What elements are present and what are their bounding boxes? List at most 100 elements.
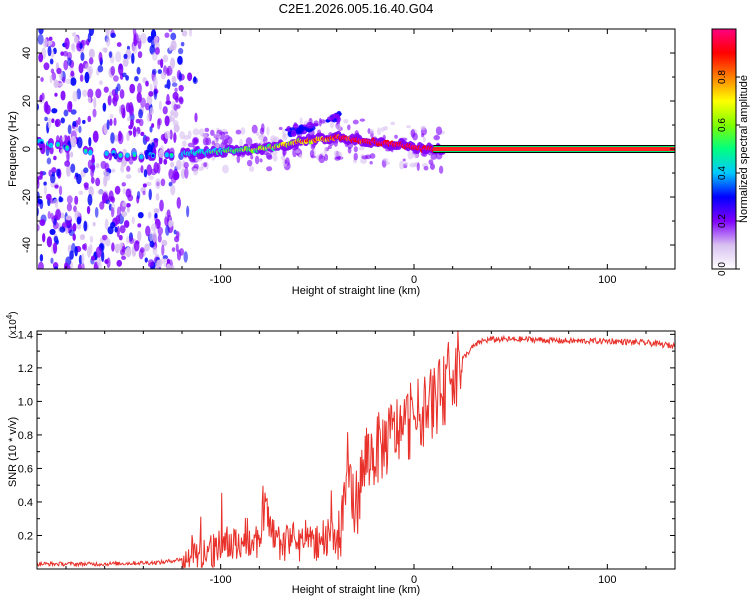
- heatmap-cell: [251, 124, 258, 134]
- heatmap-cell: [150, 168, 157, 176]
- heatmap-cell: [148, 175, 154, 181]
- heatmap-cell: [193, 167, 199, 176]
- heatmap-cell: [142, 183, 147, 188]
- heatmap-cell: [181, 30, 188, 37]
- heatmap-cell: [50, 49, 55, 58]
- heatmap-cell: [66, 203, 73, 212]
- heatmap-cell: [149, 125, 153, 133]
- heatmap-cell: [143, 169, 148, 178]
- spectrogram-xlabel: Height of straight line (km): [292, 285, 420, 297]
- heatmap-cell: [47, 40, 53, 46]
- colorbar: 0.0 0.2 0.4 0.6 0.8 Normalized spectral ampl…: [711, 28, 750, 276]
- heatmap-cell: [226, 136, 233, 145]
- heatmap-cell: [72, 233, 76, 241]
- heatmap-cell: [152, 231, 157, 243]
- heatmap-cell: [194, 112, 198, 123]
- heatmap-cell: [86, 205, 91, 215]
- heatmap-cell: [254, 155, 260, 165]
- heatmap-cell: [422, 136, 426, 143]
- heatmap-cell: [76, 43, 81, 49]
- heatmap-cell: [65, 78, 72, 84]
- heatmap-cell: [50, 173, 56, 184]
- heatmap-cell: [145, 181, 152, 187]
- heatmap-cell: [409, 162, 417, 168]
- heatmap-cell: [154, 213, 158, 219]
- heatmap-cell: [235, 129, 242, 135]
- heatmap-cell: [178, 84, 184, 92]
- heatmap-cell: [140, 32, 147, 44]
- snr-panel: -100 0 100 0.2 0.4 0.6 0.8 1.0 1.2 1.4 Height of …: [5, 311, 676, 596]
- heatmap-cell: [211, 140, 215, 146]
- heatmap-cell: [173, 229, 177, 235]
- heatmap-cell: [126, 235, 130, 244]
- heatmap-cell: [92, 108, 97, 118]
- heatmap-cell: [369, 129, 375, 134]
- heatmap-cell: [133, 154, 136, 158]
- heatmap-cell: [255, 131, 260, 136]
- heatmap-cell: [67, 244, 72, 253]
- heatmap-cell: [50, 257, 54, 264]
- heatmap-cell: [145, 136, 150, 142]
- heatmap-cell: [38, 52, 44, 63]
- heatmap-cell: [37, 224, 40, 232]
- heatmap-cell: [131, 53, 135, 64]
- snr-axes: -100 0 100 0.2 0.4 0.6 0.8 1.0 1.2 1.4: [18, 329, 675, 586]
- heatmap-cell: [126, 116, 131, 122]
- y-tick-label: 0.6: [18, 463, 33, 475]
- heatmap-cell: [140, 131, 145, 137]
- heatmap-cell: [76, 216, 82, 225]
- heatmap-cell: [318, 155, 326, 164]
- heatmap-cell: [109, 118, 113, 126]
- heatmap-cell: [145, 225, 151, 237]
- heatmap-cell: [266, 154, 273, 160]
- heatmap-cell: [249, 165, 255, 172]
- heatmap-cell: [97, 262, 103, 269]
- heatmap-cell: [54, 118, 61, 128]
- heatmap-cell: [59, 226, 66, 233]
- heatmap-cell: [51, 118, 55, 123]
- heatmap-cell: [49, 228, 56, 236]
- heatmap-cell: [83, 167, 89, 174]
- heatmap-cell: [74, 126, 79, 132]
- heatmap-cell: [49, 75, 53, 84]
- heatmap-cell: [90, 176, 95, 184]
- heatmap-cell: [309, 149, 315, 158]
- heatmap-cell: [55, 208, 61, 221]
- heatmap-cell: [120, 104, 126, 115]
- heatmap-cell: [87, 96, 92, 103]
- heatmap-cell: [203, 162, 208, 168]
- y-tick-label: 0.2: [18, 530, 33, 542]
- heatmap-cell: [39, 199, 44, 210]
- snr-frame: [36, 330, 676, 570]
- heatmap-cell: [210, 129, 215, 136]
- spectrogram-ylabel: Frequency (Hz): [7, 111, 19, 187]
- heatmap-cell: [429, 163, 435, 171]
- heatmap-cell: [380, 126, 385, 132]
- heatmap-cell: [153, 76, 158, 89]
- heatmap-cell: [134, 75, 139, 82]
- heatmap-cell: [438, 165, 444, 174]
- heatmap-cell: [170, 174, 177, 184]
- heatmap-cell: [43, 181, 47, 186]
- x-tick-label: 100: [598, 574, 616, 586]
- heatmap-cell: [87, 115, 92, 123]
- heatmap-cell: [169, 45, 173, 51]
- heatmap-cell: [278, 126, 283, 131]
- heatmap-cell: [170, 264, 175, 269]
- heatmap-cell: [81, 253, 85, 265]
- heatmap-cell: [114, 226, 118, 233]
- heatmap-cell: [106, 37, 111, 47]
- heatmap-cell: [79, 234, 85, 241]
- heatmap-cell: [54, 92, 58, 97]
- heatmap-cell: [358, 146, 365, 151]
- x-tick-label: 0: [411, 574, 417, 586]
- heatmap-cell: [183, 251, 188, 263]
- heatmap-cell: [103, 86, 109, 93]
- heatmap-cell: [101, 234, 108, 241]
- heatmap-cell: [214, 133, 222, 139]
- chart-title: C2E1.2026.005.16.40.G04: [279, 1, 434, 16]
- heatmap-cell: [170, 116, 176, 122]
- spectrogram-panel: -100 0 100 -40 -20 0 20 40 Height of straight l…: [7, 28, 676, 297]
- heatmap-cell: [112, 152, 115, 156]
- heatmap-cell: [406, 125, 411, 129]
